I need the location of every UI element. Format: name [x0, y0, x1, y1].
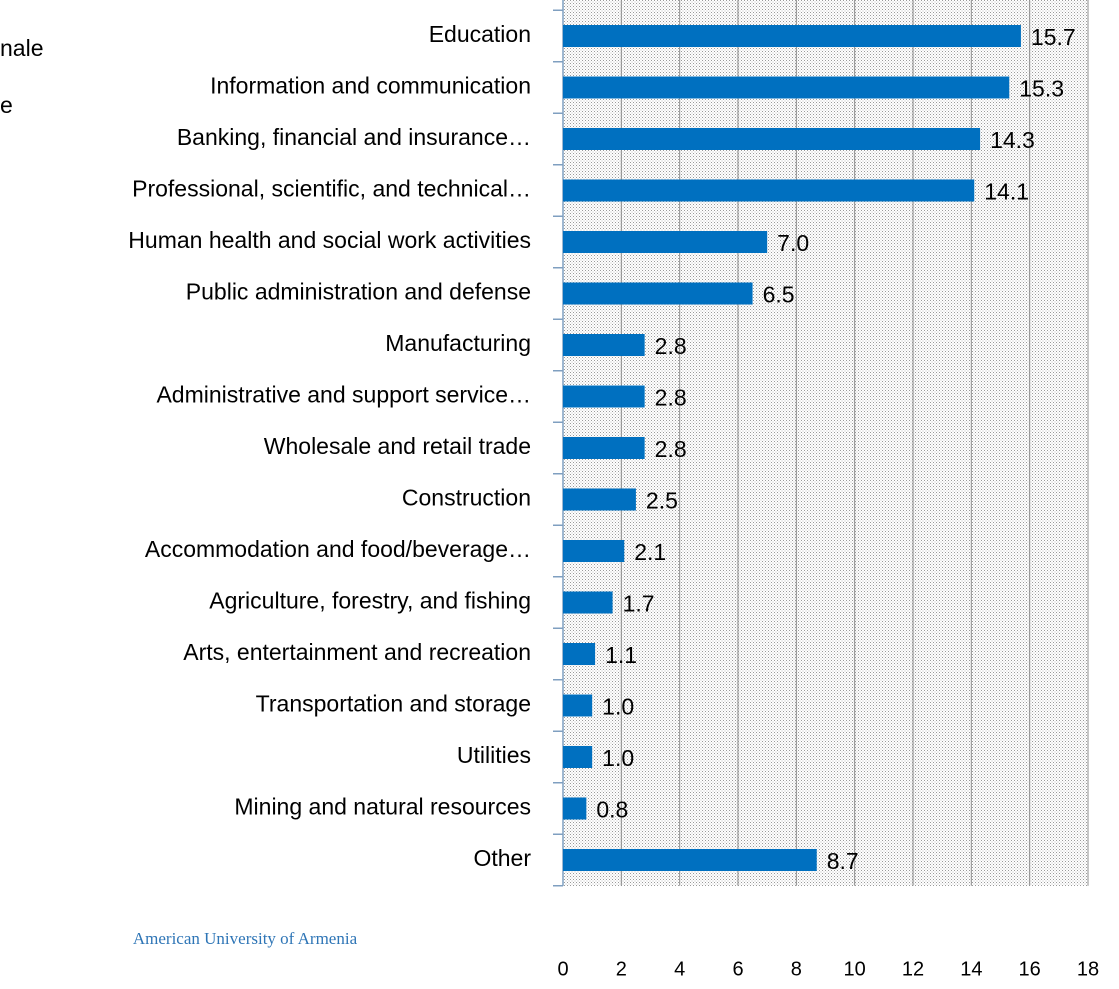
bar: [563, 694, 593, 717]
value-label: 1.7: [623, 591, 655, 617]
value-label: 14.1: [984, 179, 1029, 205]
value-label: 7.0: [777, 230, 809, 256]
bar: [563, 540, 625, 562]
bar: [563, 591, 613, 614]
y-tick-label: Accommodation and food/beverage…: [145, 536, 531, 562]
y-tick-label: Banking, financial and insurance…: [177, 124, 531, 150]
value-label: 2.5: [646, 488, 678, 514]
bar: [563, 179, 975, 202]
y-tick-label: Transportation and storage: [256, 691, 531, 717]
bar: [563, 25, 1021, 47]
y-tick-label: Manufacturing: [385, 330, 531, 356]
x-tick-label: 10: [844, 958, 866, 980]
x-tick-label: 18: [1077, 958, 1099, 980]
y-tick-label: Information and communication: [210, 73, 531, 99]
value-label: 0.8: [596, 797, 628, 823]
y-tick-label: Mining and natural resources: [234, 794, 531, 820]
value-label: 2.8: [655, 385, 687, 411]
legend-fragment: e: [0, 92, 13, 118]
y-tick-label: Public administration and defense: [186, 279, 531, 305]
bar: [563, 488, 636, 511]
y-tick-label: Other: [473, 845, 531, 871]
value-label: 8.7: [827, 848, 859, 874]
y-tick-label: Professional, scientific, and technical…: [132, 176, 531, 202]
value-label: 1.1: [605, 642, 637, 668]
bar: [563, 643, 596, 665]
x-tick-label: 8: [791, 958, 802, 980]
x-tick-label: 4: [674, 958, 685, 980]
value-label: 2.1: [634, 539, 666, 565]
x-tick-label: 12: [902, 958, 924, 980]
bar: [563, 797, 587, 820]
value-label: 1.0: [602, 745, 634, 771]
y-tick-label: Utilities: [457, 742, 531, 768]
x-tick-label: 6: [732, 958, 743, 980]
x-tick-label: 0: [557, 958, 568, 980]
x-tick-label: 2: [616, 958, 627, 980]
y-tick-label: Administrative and support service…: [156, 382, 531, 408]
bar: [563, 334, 645, 356]
value-label: 15.3: [1019, 76, 1064, 102]
bar: [563, 746, 593, 768]
y-tick-label: Arts, entertainment and recreation: [183, 639, 531, 665]
bar: [563, 849, 817, 871]
bar: [563, 385, 645, 408]
bar: [563, 282, 753, 305]
bar: [563, 231, 768, 253]
footer: American University of Armenia: [133, 929, 358, 948]
y-tick-label: Education: [429, 21, 531, 47]
value-label: 2.8: [655, 333, 687, 359]
value-label: 2.8: [655, 436, 687, 462]
bar: [563, 437, 645, 459]
value-label: 6.5: [763, 282, 795, 308]
bar: [563, 76, 1010, 99]
value-label: 1.0: [602, 694, 634, 720]
y-tick-label: Wholesale and retail trade: [264, 433, 531, 459]
value-label: 14.3: [990, 127, 1035, 153]
y-tick-label: Human health and social work activities: [128, 227, 531, 253]
x-tick-label: 14: [960, 958, 982, 980]
value-label: 15.7: [1031, 24, 1076, 50]
bar: [563, 128, 981, 150]
y-tick-label: Agriculture, forestry, and fishing: [209, 588, 531, 614]
y-tick-label: Construction: [402, 485, 531, 511]
legend-fragment: nale: [0, 35, 43, 61]
x-tick-label: 16: [1019, 958, 1041, 980]
